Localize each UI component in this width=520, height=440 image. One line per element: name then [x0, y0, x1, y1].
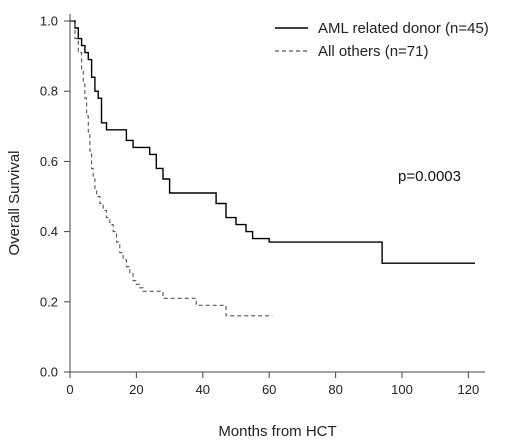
x-ticks-group: 0 20 40 60 80 100 120	[66, 372, 479, 397]
x-tick-label: 100	[391, 382, 413, 397]
series-group	[70, 20, 475, 317]
y-tick-label: 1.0	[40, 14, 58, 29]
axes-group	[69, 14, 485, 373]
legend-label-aml-related-donor: AML related donor (n=45)	[318, 20, 489, 37]
x-tick-label: 120	[458, 382, 480, 397]
legend: AML related donor (n=45) All others (n=7…	[275, 20, 489, 60]
y-tick-label: 0.6	[40, 154, 58, 169]
series-line-all-others	[70, 20, 273, 317]
x-axis-label: Months from HCT	[218, 423, 336, 440]
x-tick-label: 80	[328, 382, 342, 397]
y-axis-label: Overall Survival	[6, 150, 23, 255]
legend-label-all-others: All others (n=71)	[318, 43, 428, 60]
x-tick-label: 0	[66, 382, 73, 397]
y-tick-label: 0.8	[40, 84, 58, 99]
y-tick-label: 0.2	[40, 294, 58, 309]
x-tick-label: 60	[262, 382, 276, 397]
y-ticks-group: 0.0 0.2 0.4 0.6 0.8 1.0	[40, 14, 70, 380]
series-line-aml-related-donor	[70, 20, 475, 264]
y-tick-label: 0.0	[40, 365, 58, 380]
x-tick-label: 20	[129, 382, 143, 397]
y-tick-label: 0.4	[40, 224, 58, 239]
x-tick-label: 40	[196, 382, 210, 397]
p-value-annotation: p=0.0003	[398, 168, 461, 185]
